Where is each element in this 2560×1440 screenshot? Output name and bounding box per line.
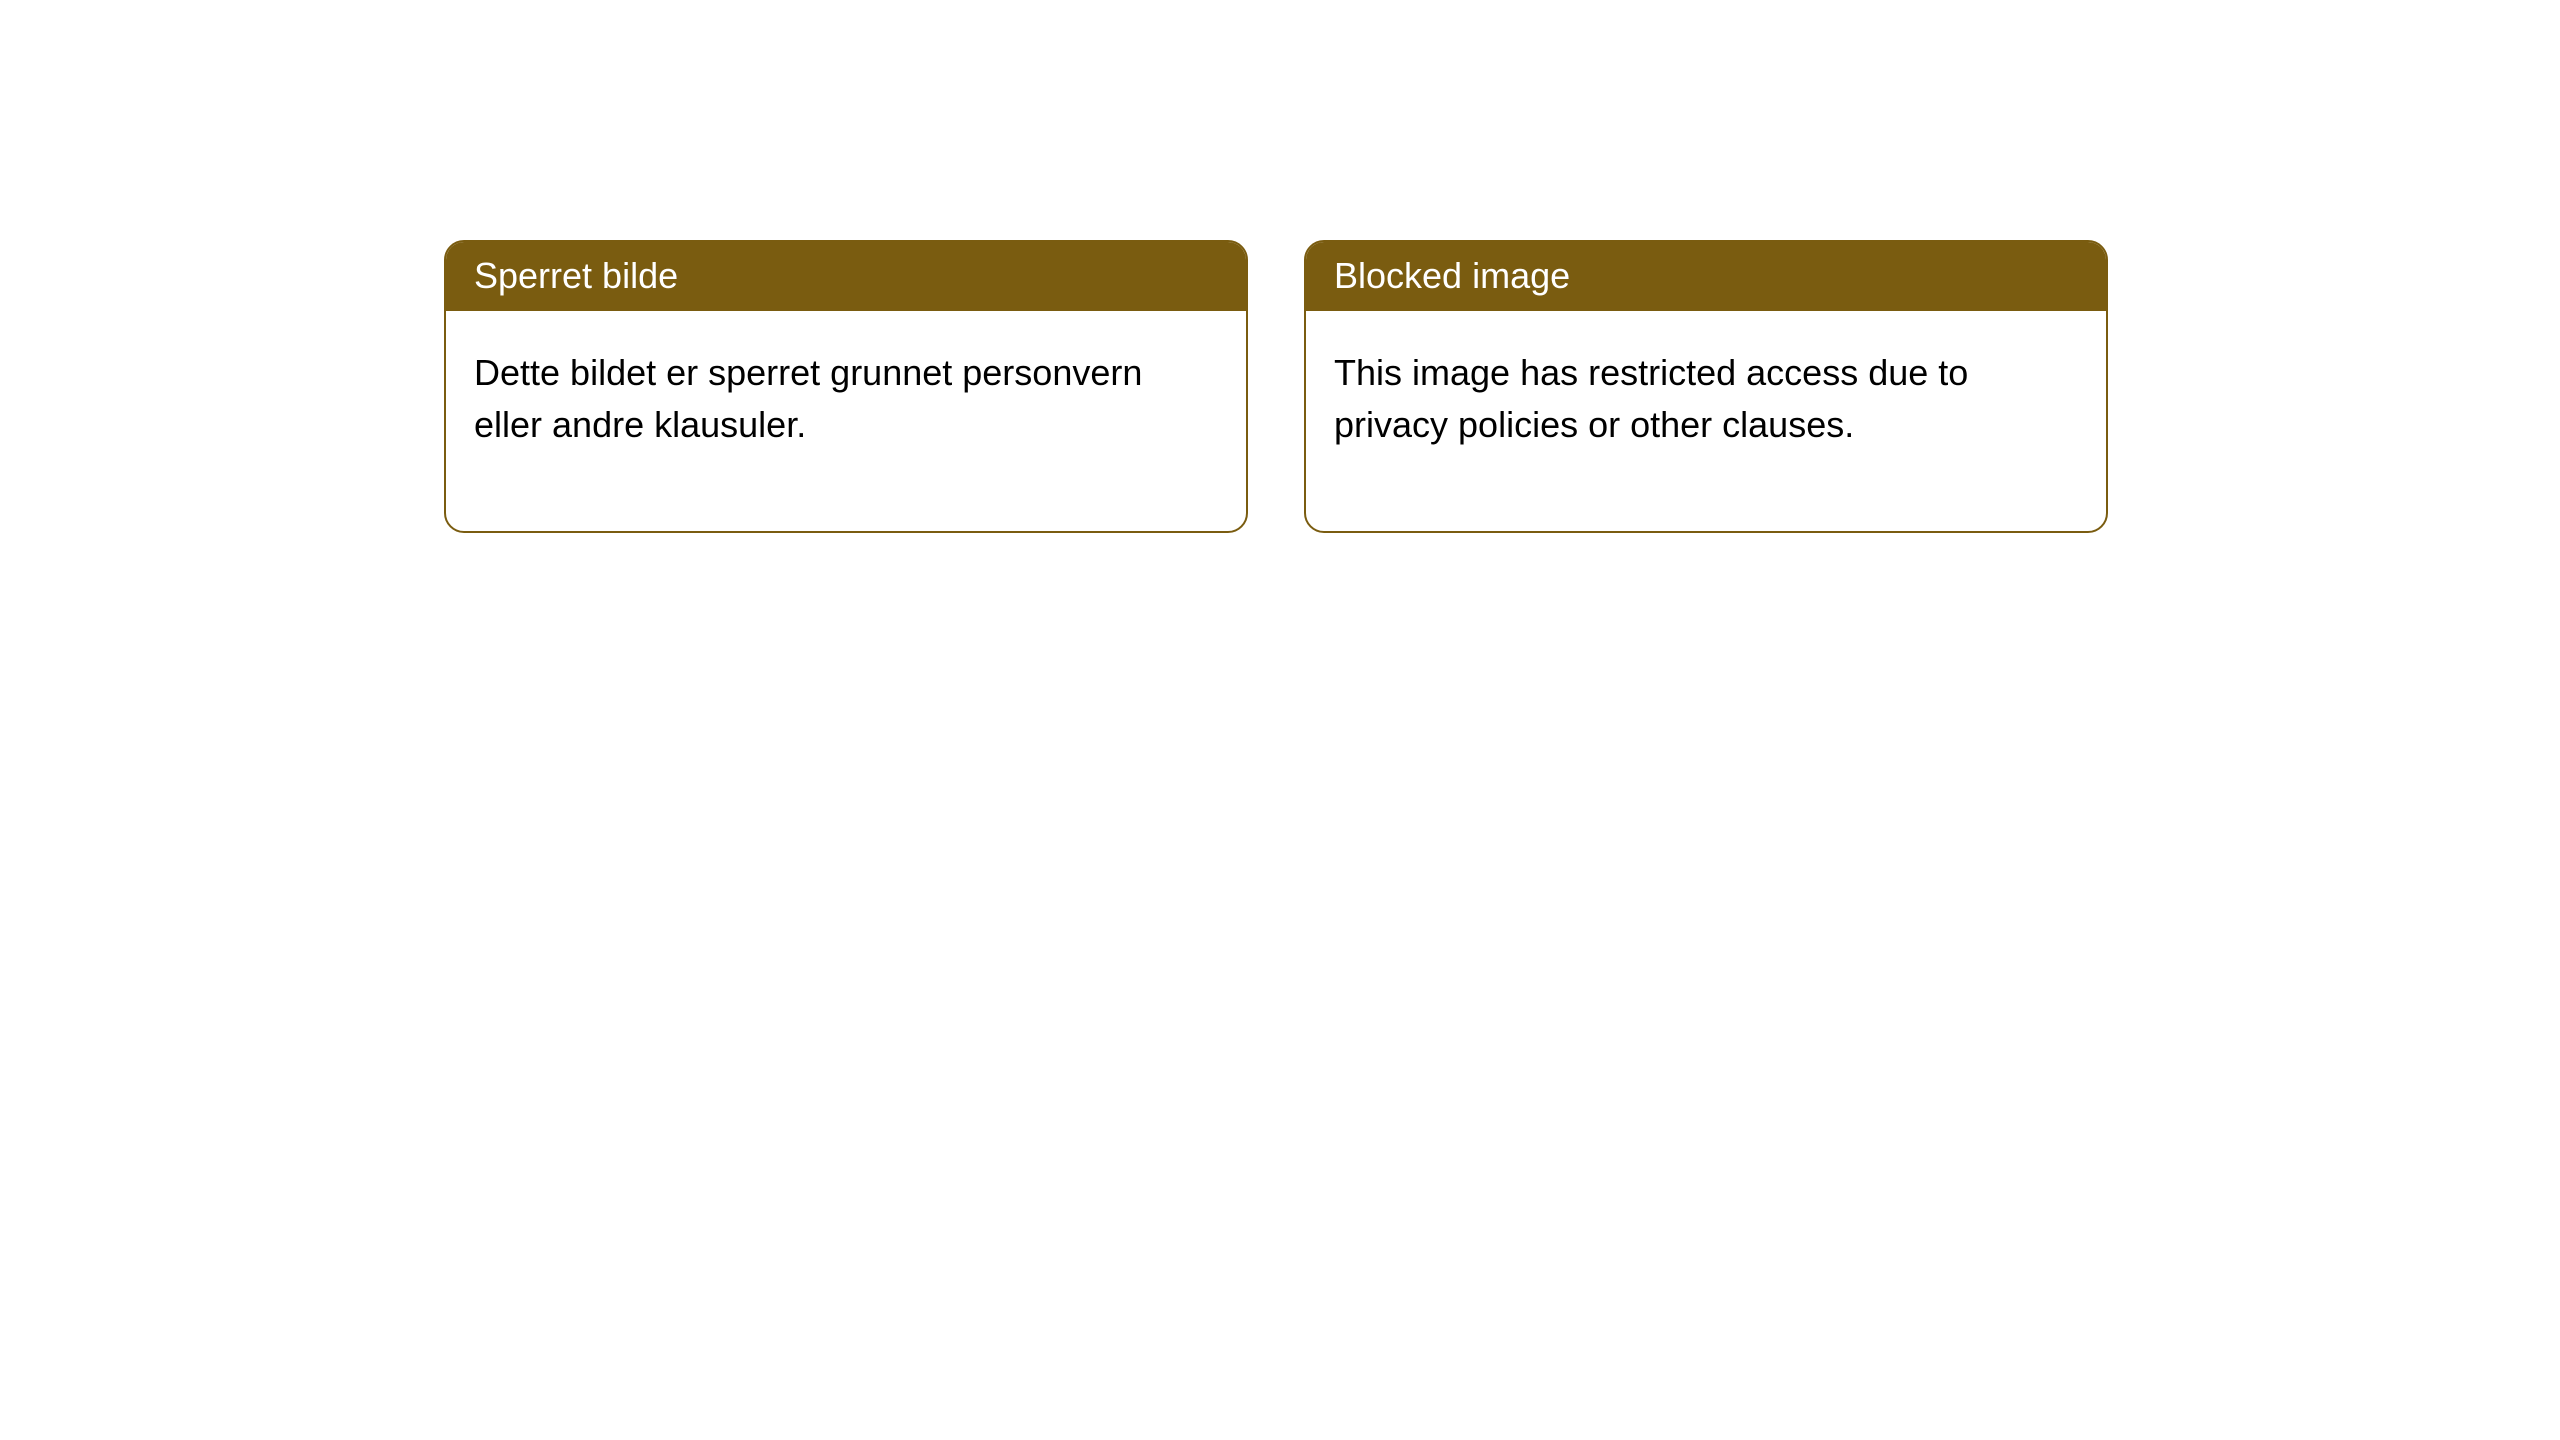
notice-title-english: Blocked image: [1306, 242, 2106, 311]
notice-container: Sperret bilde Dette bildet er sperret gr…: [0, 0, 2560, 533]
notice-title-norwegian: Sperret bilde: [446, 242, 1246, 311]
notice-card-english: Blocked image This image has restricted …: [1304, 240, 2108, 533]
notice-card-norwegian: Sperret bilde Dette bildet er sperret gr…: [444, 240, 1248, 533]
notice-body-english: This image has restricted access due to …: [1306, 311, 2106, 531]
notice-body-norwegian: Dette bildet er sperret grunnet personve…: [446, 311, 1246, 531]
